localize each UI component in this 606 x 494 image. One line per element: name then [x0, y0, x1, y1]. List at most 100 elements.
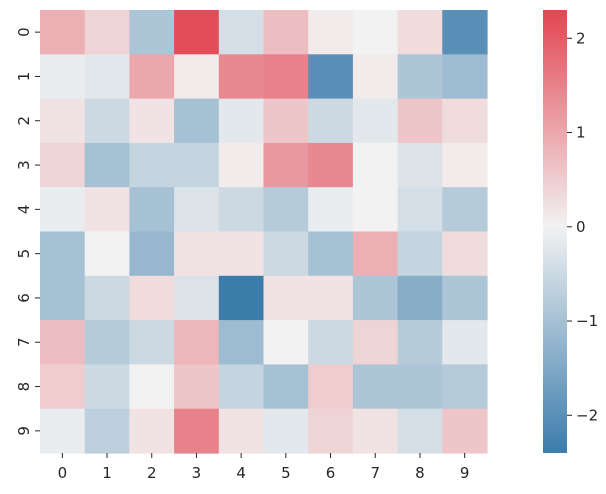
heatmap-cell-r0-c1 — [84, 10, 130, 55]
heatmap-cell-r4-c2 — [129, 187, 175, 233]
colorbar-tick-label: 0 — [576, 218, 586, 236]
heatmap-cell-r3-c1 — [84, 142, 130, 188]
heatmap-cell-r1-c9 — [442, 54, 488, 100]
heatmap-cell-r2-c2 — [129, 98, 175, 144]
heatmap-cell-r1-c5 — [263, 54, 309, 100]
heatmap-cell-r1-c4 — [218, 54, 265, 100]
heatmap-cell-r3-c7 — [352, 142, 399, 188]
heatmap-cell-r0-c3 — [174, 10, 220, 55]
heatmap-cell-r3-c2 — [129, 142, 175, 188]
heatmap-cell-r8-c8 — [397, 364, 443, 410]
heatmap-cell-r0-c5 — [263, 10, 309, 55]
heatmap-cell-r6-c2 — [129, 275, 175, 321]
x-tick-label: 8 — [415, 464, 425, 482]
heatmap-cell-r6-c1 — [84, 275, 130, 321]
x-tick-label: 5 — [281, 464, 291, 482]
heatmap-cell-r9-c2 — [129, 408, 175, 454]
heatmap-cell-r6-c5 — [263, 275, 309, 321]
x-tick-label: 6 — [326, 464, 336, 482]
colorbar-tick-label: −1 — [576, 312, 598, 330]
x-tick-label: 4 — [236, 464, 246, 482]
heatmap-cell-r1-c3 — [174, 54, 220, 100]
heatmap-cell-r7-c2 — [129, 320, 175, 365]
heatmap-cell-r3-c3 — [174, 142, 220, 188]
heatmap-cell-r2-c7 — [352, 98, 399, 144]
heatmap-cell-r9-c1 — [84, 408, 130, 454]
x-tick-label: 1 — [102, 464, 112, 482]
heatmap-cell-r8-c2 — [129, 364, 175, 410]
heatmap-cell-r3-c9 — [442, 142, 488, 188]
heatmap-cell-r5-c9 — [442, 231, 488, 277]
x-axis-ticks: 0 1 2 3 4 5 6 7 8 9 — [58, 453, 470, 482]
heatmap-cell-r8-c9 — [442, 364, 488, 410]
heatmap-cell-r8-c6 — [308, 364, 354, 410]
heatmap-cell-r4-c0 — [40, 187, 86, 233]
heatmap-cell-r7-c9 — [442, 320, 488, 365]
heatmap-cell-r5-c3 — [174, 231, 220, 277]
heatmap-cell-r6-c9 — [442, 275, 488, 321]
heatmap-cell-r1-c6 — [308, 54, 354, 100]
heatmap-cell-r3-c0 — [40, 142, 86, 188]
heatmap-cell-r0-c6 — [308, 10, 354, 55]
heatmap-cell-r0-c7 — [352, 10, 399, 55]
colorbar-tick-label: 1 — [576, 124, 586, 142]
heatmap-cell-r9-c0 — [40, 408, 86, 454]
heatmap-cells — [40, 10, 488, 454]
heatmap-cell-r2-c3 — [174, 98, 220, 144]
heatmap-cell-r5-c2 — [129, 231, 175, 277]
heatmap-cell-r2-c9 — [442, 98, 488, 144]
heatmap-cell-r8-c7 — [352, 364, 399, 410]
y-tick-label: 6 — [15, 293, 33, 303]
x-tick-label: 2 — [147, 464, 157, 482]
y-tick-label: 5 — [15, 249, 33, 259]
y-tick-label: 7 — [15, 337, 33, 347]
heatmap-cell-r5-c1 — [84, 231, 130, 277]
heatmap-cell-r1-c0 — [40, 54, 86, 100]
heatmap-cell-r2-c8 — [397, 98, 443, 144]
heatmap-cell-r8-c0 — [40, 364, 86, 410]
heatmap-cell-r4-c1 — [84, 187, 130, 233]
heatmap-cell-r6-c7 — [352, 275, 399, 321]
heatmap-cell-r9-c3 — [174, 408, 220, 454]
y-tick-label: 9 — [15, 426, 33, 436]
heatmap-cell-r6-c4 — [218, 275, 265, 321]
heatmap-cell-r3-c8 — [397, 142, 443, 188]
heatmap-cell-r2-c1 — [84, 98, 130, 144]
heatmap-cell-r2-c0 — [40, 98, 86, 144]
heatmap-cell-r3-c5 — [263, 142, 309, 188]
heatmap-cell-r0-c9 — [442, 10, 488, 55]
heatmap-cell-r9-c8 — [397, 408, 443, 454]
heatmap-cell-r4-c4 — [218, 187, 265, 233]
heatmap-cell-r3-c6 — [308, 142, 354, 188]
heatmap-cell-r0-c0 — [40, 10, 86, 55]
colorbar — [543, 10, 567, 453]
y-tick-label: 1 — [15, 72, 33, 82]
y-tick-label: 4 — [15, 205, 33, 215]
heatmap-cell-r3-c4 — [218, 142, 265, 188]
heatmap-cell-r0-c2 — [129, 10, 175, 55]
heatmap-cell-r5-c5 — [263, 231, 309, 277]
heatmap-cell-r4-c8 — [397, 187, 443, 233]
heatmap-cell-r5-c0 — [40, 231, 86, 277]
heatmap-cell-r9-c9 — [442, 408, 488, 454]
heatmap-cell-r1-c8 — [397, 54, 443, 100]
heatmap-cell-r4-c6 — [308, 187, 354, 233]
heatmap-cell-r2-c5 — [263, 98, 309, 144]
heatmap-cell-r6-c0 — [40, 275, 86, 321]
heatmap-cell-r6-c8 — [397, 275, 443, 321]
heatmap-cell-r7-c3 — [174, 320, 220, 365]
heatmap-cell-r9-c7 — [352, 408, 399, 454]
heatmap-cell-r4-c5 — [263, 187, 309, 233]
heatmap-cell-r7-c5 — [263, 320, 309, 365]
y-tick-label: 8 — [15, 382, 33, 392]
heatmap-cell-r9-c5 — [263, 408, 309, 454]
heatmap-cell-r0-c8 — [397, 10, 443, 55]
heatmap-cell-r5-c7 — [352, 231, 399, 277]
x-tick-label: 3 — [192, 464, 202, 482]
x-tick-label: 0 — [58, 464, 68, 482]
heatmap-cell-r7-c1 — [84, 320, 130, 365]
colorbar-tick-label: −2 — [576, 406, 598, 424]
x-tick-label: 9 — [460, 464, 470, 482]
heatmap-cell-r7-c7 — [352, 320, 399, 365]
